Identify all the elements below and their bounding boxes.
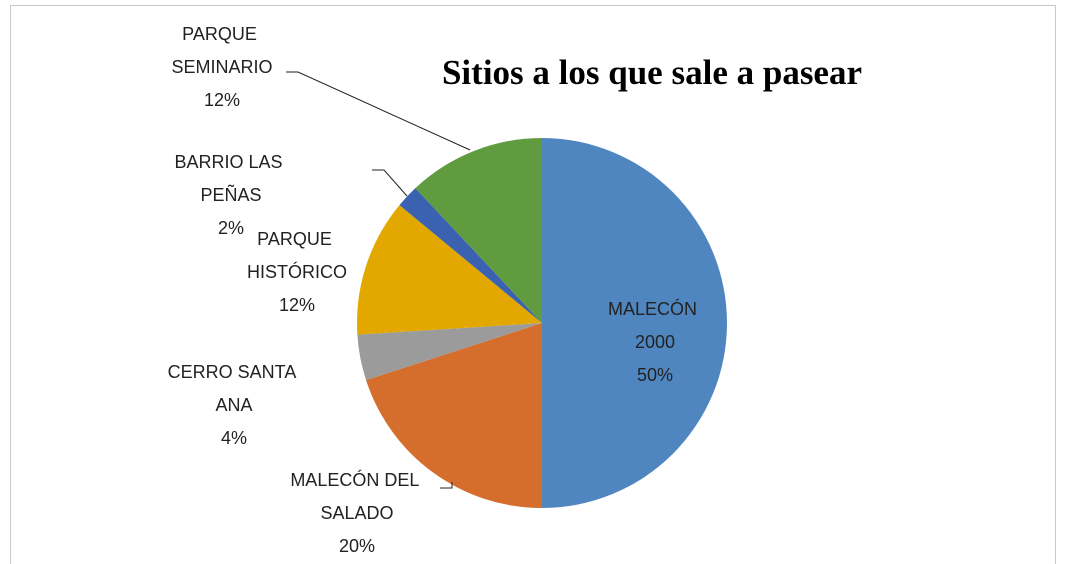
leader-line xyxy=(286,71,471,151)
pie-slice xyxy=(357,323,542,381)
slice-value-label: 12% xyxy=(279,295,315,315)
pie-slice xyxy=(542,138,727,508)
slice-value-label: 50% xyxy=(637,365,673,385)
pie-slice xyxy=(357,205,542,335)
leader-line xyxy=(440,482,453,489)
slice-category-label: PARQUE SEMINARIO xyxy=(171,24,272,77)
slice-category-label: BARRIO LAS PEÑAS xyxy=(174,152,287,205)
slice-category-label: CERRO SANTA ANA xyxy=(168,362,301,415)
chart-title: Sitios a los que sale a pasear xyxy=(442,53,862,92)
slice-category-label: MALECÓN 2000 xyxy=(608,298,702,352)
slice-value-label: 4% xyxy=(221,428,247,448)
slice-category-label: MALECÓN DEL SALADO xyxy=(290,469,423,523)
slice-value-label: 2% xyxy=(218,218,244,238)
pie-slice xyxy=(415,138,542,323)
slice-value-label: 12% xyxy=(204,90,240,110)
pie-slice xyxy=(366,323,542,508)
leader-line xyxy=(372,169,408,197)
slice-value-label: 20% xyxy=(339,536,375,556)
pie-slice xyxy=(399,188,542,323)
slice-category-label: PARQUE HISTÓRICO xyxy=(247,229,347,282)
chart-frame xyxy=(10,5,1056,564)
